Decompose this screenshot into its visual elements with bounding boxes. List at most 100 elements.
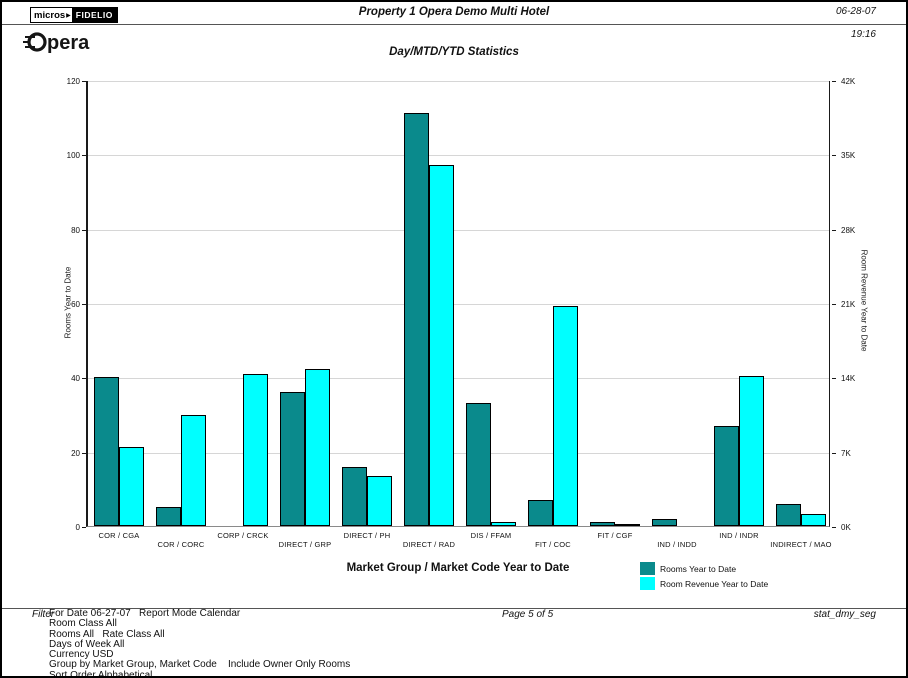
- left-axis-tick-label: 120: [66, 77, 80, 86]
- filter-line: Room Class All: [49, 618, 117, 630]
- bar-rooms: [94, 377, 119, 526]
- filter-line: Sort Order Alphabetical: [49, 669, 153, 678]
- bar-rooms: [714, 425, 739, 526]
- left-axis-tick-label: 80: [71, 226, 80, 235]
- property-title: Property 1 Opera Demo Multi Hotel: [358, 6, 550, 18]
- x-axis-category-label: CORP / CRCK: [217, 531, 269, 540]
- right-axis-tick-label: 28K: [841, 226, 856, 235]
- x-axis-category-label: DIS / FFAM: [470, 531, 512, 540]
- report-date: 06-28-07: [835, 6, 876, 17]
- legend-swatch-rooms: [640, 562, 655, 575]
- x-axis-category-label: IND / INDR: [719, 531, 759, 540]
- right-axis-tick-label: 35K: [841, 151, 856, 160]
- right-axis-tick-label: 0K: [841, 523, 851, 532]
- gridline: [88, 81, 829, 82]
- right-tick-mark: [832, 453, 836, 454]
- bar-revenue: [181, 414, 206, 526]
- x-axis-category-label: IND / INDD: [657, 540, 697, 549]
- left-tick-mark: [82, 527, 86, 528]
- left-axis-tick-label: 0: [75, 523, 80, 532]
- opera-logo-graphic: pera: [23, 32, 90, 54]
- report-code: stat_dmy_seg: [813, 609, 876, 620]
- legend-swatch-revenue: [640, 577, 655, 590]
- report-title: Day/MTD/YTD Statistics: [389, 46, 519, 58]
- right-tick-mark: [832, 230, 836, 231]
- bar-rooms: [404, 113, 429, 526]
- bar-revenue: [429, 164, 454, 526]
- arrow-icon: ▶: [66, 8, 72, 22]
- right-tick-mark: [832, 527, 836, 528]
- bar-revenue: [615, 524, 640, 526]
- micros-fidelio-logo: micros ▶ FIDELIO: [30, 7, 118, 23]
- x-axis-category-label: COR / CORC: [157, 540, 205, 549]
- right-axis-tick-label: 21K: [841, 300, 856, 309]
- left-tick-mark: [82, 378, 86, 379]
- right-tick-mark: [832, 378, 836, 379]
- right-tick-mark: [832, 155, 836, 156]
- right-axis-tick-label: 7K: [841, 449, 851, 458]
- bar-revenue: [801, 514, 826, 526]
- fidelio-logo-text: FIDELIO: [71, 8, 117, 22]
- filter-line: Group by Market Group, Market Code Inclu…: [49, 659, 351, 671]
- report-time: 19:16: [850, 29, 876, 40]
- gridline: [88, 230, 829, 231]
- left-tick-mark: [82, 155, 86, 156]
- header-divider: [2, 24, 906, 25]
- filter-label: Filter: [32, 609, 55, 620]
- left-tick-mark: [82, 453, 86, 454]
- right-tick-mark: [832, 81, 836, 82]
- legend-item-revenue: Room Revenue Year to Date: [640, 577, 768, 590]
- left-tick-mark: [82, 81, 86, 82]
- x-axis-category-label: DIRECT / PH: [343, 531, 391, 540]
- bar-rooms: [776, 503, 801, 526]
- x-axis-category-label: FIT / COC: [535, 540, 571, 549]
- bar-revenue: [243, 374, 268, 526]
- left-axis-tick-label: 60: [71, 300, 80, 309]
- bar-rooms: [590, 522, 615, 526]
- gridline: [88, 453, 829, 454]
- chart-plot-area: 0 0K 20 7K 40 14K 60 21K 80 28K 100 35K 120 42K COR / …: [67, 77, 856, 549]
- gridline: [88, 378, 829, 379]
- gridline: [88, 304, 829, 305]
- x-axis-category-label: INDIRECT / MAO: [770, 540, 832, 549]
- left-axis-tick-label: 20: [71, 449, 80, 458]
- x-axis-title: Market Group / Market Code Year to Date: [346, 562, 570, 574]
- left-tick-mark: [82, 230, 86, 231]
- bar-rooms: [280, 392, 305, 526]
- legend-label-rooms: Rooms Year to Date: [660, 563, 737, 574]
- right-axis-tick-label: 42K: [841, 77, 856, 86]
- left-axis-tick-label: 100: [66, 151, 80, 160]
- micros-logo-text: micros: [31, 8, 67, 22]
- x-axis-category-label: FIT / CGF: [597, 531, 633, 540]
- filter-lines: For Date 06-27-07 Report Mode Calendar R…: [49, 608, 351, 678]
- filter-line: Days of Week All: [49, 638, 125, 650]
- bar-rooms: [652, 518, 677, 526]
- bar-rooms: [466, 403, 491, 526]
- bar-revenue: [553, 306, 578, 526]
- filter-line: Rooms All Rate Class All: [49, 628, 165, 640]
- bar-revenue: [119, 447, 144, 526]
- chart-legend: Rooms Year to Date Room Revenue Year to …: [640, 562, 768, 592]
- right-axis-tick-label: 14K: [841, 374, 856, 383]
- legend-item-rooms: Rooms Year to Date: [640, 562, 768, 575]
- right-tick-mark: [832, 304, 836, 305]
- filter-line: For Date 06-27-07 Report Mode Calendar: [49, 608, 241, 619]
- bar-revenue: [739, 376, 764, 526]
- bar-revenue: [491, 521, 516, 526]
- x-axis-category-label: DIRECT / RAD: [402, 540, 456, 549]
- opera-logo-text: pera: [47, 32, 90, 54]
- left-tick-mark: [82, 304, 86, 305]
- bar-rooms: [528, 499, 553, 526]
- x-axis-category-label: COR / CGA: [98, 531, 140, 540]
- legend-label-revenue: Room Revenue Year to Date: [660, 578, 769, 589]
- bar-rooms: [342, 466, 367, 526]
- bar-revenue: [305, 368, 330, 526]
- gridline: [88, 155, 829, 156]
- bar-revenue: [367, 476, 392, 526]
- filter-line: Currency USD: [49, 649, 114, 661]
- footer-divider: [2, 608, 906, 609]
- page-indicator: Page 5 of 5: [502, 609, 554, 620]
- left-axis-tick-label: 40: [71, 374, 80, 383]
- opera-logo: pera: [22, 28, 92, 61]
